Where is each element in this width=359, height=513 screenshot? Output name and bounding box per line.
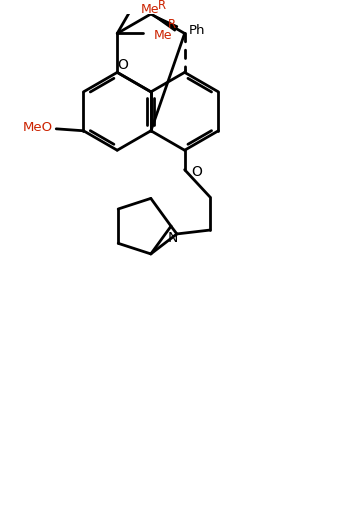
Text: O: O (117, 58, 128, 72)
Polygon shape (151, 14, 178, 31)
Text: O: O (191, 165, 202, 179)
Text: N: N (168, 231, 178, 245)
Text: Me: Me (153, 29, 172, 42)
Text: R: R (168, 18, 176, 31)
Text: R: R (158, 0, 166, 12)
Text: MeO: MeO (23, 121, 53, 134)
Text: Me: Me (141, 3, 159, 16)
Text: Ph: Ph (189, 24, 205, 37)
